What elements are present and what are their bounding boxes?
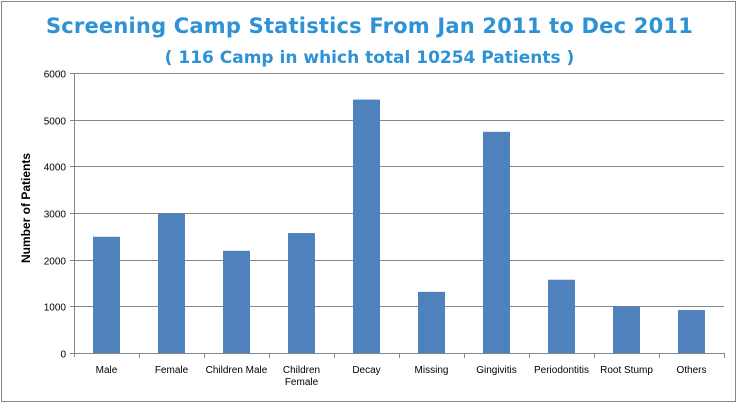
chart-subtitle: ( 116 Camp in which total 10254 Patients… (164, 48, 575, 68)
bar (678, 310, 705, 353)
y-tick-label: 5000 (44, 117, 67, 128)
bar (93, 236, 120, 353)
bar (613, 306, 640, 353)
x-tick-label: Children (283, 365, 320, 376)
y-tick-label: 2000 (44, 257, 67, 268)
x-tick-label: Female (285, 377, 319, 388)
x-tick-label: Children Male (206, 365, 268, 376)
x-tick-label: Female (155, 365, 189, 376)
bars (93, 99, 705, 353)
chart-title: Screening Camp Statistics From Jan 2011 … (45, 14, 694, 38)
x-tick-label: Root Stump (600, 365, 653, 376)
y-axis-label: Number of Patients (19, 153, 33, 263)
y-tick-label: 4000 (44, 163, 67, 174)
bar (353, 99, 380, 353)
bar (548, 279, 575, 353)
bar (158, 213, 185, 353)
bar (288, 233, 315, 353)
x-tick-labels: Male Female Children Male ChildrenFemaleDec… (96, 365, 707, 388)
y-tick-label: 3000 (44, 210, 67, 221)
x-tick-label: Periodontitis (534, 365, 589, 376)
bar (483, 131, 510, 353)
bar (223, 250, 250, 353)
x-tick-label: Others (676, 365, 706, 376)
x-tick-label: Missing (415, 365, 449, 376)
y-tick-labels: 0 1000 2000 3000 4000 5000 6000 (44, 70, 67, 361)
y-tick-label: 0 (60, 350, 66, 361)
bar (418, 291, 445, 353)
y-tick-label: 6000 (44, 70, 67, 81)
x-tick-label: Gingivitis (476, 365, 517, 376)
x-tick-label: Male (96, 365, 118, 376)
y-tick-label: 1000 (44, 303, 67, 314)
x-tick-label: Decay (352, 365, 380, 376)
